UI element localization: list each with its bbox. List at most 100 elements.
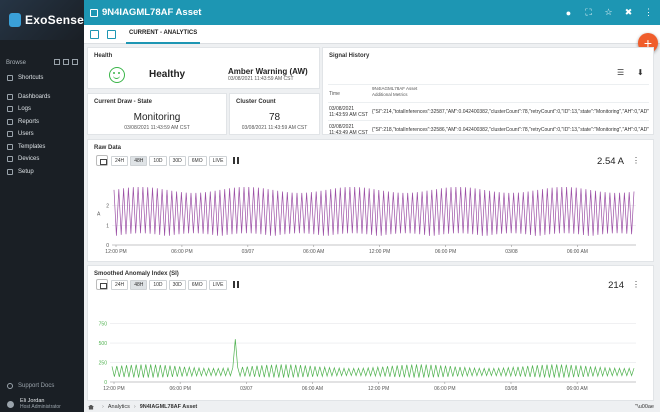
row-time: 03/08/2021 11:43:49 AM CST — [329, 124, 369, 135]
breadcrumb-right: "\u00ae — [635, 404, 654, 410]
sidebar: ExoSense Browse Shortcuts Dashboards Logs R… — [0, 0, 84, 412]
y-axis-label: A — [97, 212, 101, 218]
tools-icon[interactable]: ✖ — [624, 7, 633, 17]
range-button-10d[interactable]: 10D — [149, 155, 167, 166]
list-view-icon[interactable] — [63, 59, 69, 65]
tab-current-analytics[interactable]: CURRENT - ANALYTICS — [126, 25, 201, 44]
y-tick-label: 2 — [106, 204, 109, 210]
sidebar-item-setup[interactable]: Setup — [0, 166, 84, 179]
breadcrumb-analytics[interactable]: Analytics — [107, 404, 130, 410]
col-metrics: Additional Metrics — [372, 91, 408, 97]
calendar-icon[interactable] — [96, 155, 108, 166]
browse-header: Browse — [0, 56, 84, 70]
sidebar-item-label: Templates — [18, 143, 46, 150]
raw-title: Raw Data — [94, 145, 122, 151]
gear-icon — [7, 168, 13, 175]
fullscreen-icon[interactable]: ⛶ — [585, 7, 592, 17]
draw-value: Monitoring — [133, 112, 181, 123]
avatar-icon — [7, 400, 14, 408]
anomaly-index-card: Smoothed Anomaly Index (SI) 24H 48H 10D 30D… — [87, 265, 654, 401]
anom-more-icon[interactable]: ⋮ — [632, 280, 640, 289]
current-draw-card: Current Draw - State Monitoring 03/08/20… — [87, 93, 227, 135]
sidebar-item-logs[interactable]: Logs — [0, 103, 84, 116]
user-role: Host Administrator — [20, 404, 61, 410]
search-icon[interactable] — [72, 59, 78, 65]
x-tick-label: 12:00 PM — [105, 249, 126, 255]
raw-chart[interactable]: 0 1 2A 12:00 PM 06:00 PM 03/07 06:00 AM 12:00 P… — [88, 140, 655, 263]
raw-current-value: 2.54 A — [597, 156, 624, 167]
user-name: Eli Jordan — [20, 398, 45, 404]
range-button-live[interactable]: LIVE — [208, 155, 228, 166]
folder-icon[interactable] — [107, 29, 116, 39]
favorite-star-icon[interactable]: ☆ — [604, 7, 613, 17]
signal-history-card: Signal History ☰ ⬇ Time 9N4IAGML78AF Ass… — [322, 47, 654, 135]
sidebar-item-templates[interactable]: Templates — [0, 141, 84, 154]
hierarchy-icon[interactable] — [90, 29, 99, 39]
help-icon — [7, 383, 13, 389]
range-button-6mo[interactable]: 6MO — [187, 155, 207, 166]
sidebar-item-users[interactable]: Users — [0, 128, 84, 141]
dashboard-icon — [7, 93, 13, 100]
health-card: Health Healthy Amber Warning (AW) 03/08/… — [87, 47, 320, 89]
range-button-30d[interactable]: 30D — [168, 155, 186, 166]
range-button-24h[interactable]: 24H — [111, 279, 129, 290]
range-button-48h[interactable]: 48H — [130, 155, 148, 166]
x-tick-label: 03/07 — [242, 249, 255, 255]
x-tick-label: 06:00 PM — [434, 386, 455, 392]
x-tick-label: 12:00 PM — [369, 249, 390, 255]
sidebar-item-shortcuts[interactable]: Shortcuts — [0, 72, 84, 85]
range-button-30d[interactable]: 30D — [168, 279, 186, 290]
logs-icon — [7, 106, 13, 113]
series-line — [111, 339, 635, 378]
series-line — [113, 186, 635, 236]
sidebar-item-label: Users — [18, 131, 34, 138]
draw-title: Current Draw - State — [94, 99, 153, 105]
devices-icon — [7, 156, 13, 163]
reports-icon — [7, 118, 13, 125]
download-icon[interactable]: ⬇ — [637, 68, 644, 77]
anomaly-chart[interactable]: 0 250 500 750 12:00 PM 06:00 PM 03/07 06:00 AM 1… — [88, 266, 655, 402]
tab-bar: CURRENT - ANALYTICS — [84, 25, 660, 44]
user-menu[interactable]: Eli Jordan Host Administrator — [0, 396, 84, 412]
sidebar-item-devices[interactable]: Devices — [0, 153, 84, 166]
anom-title: Smoothed Anomaly Index (SI) — [94, 271, 179, 277]
home-icon[interactable] — [88, 404, 94, 410]
x-tick-label: 06:00 AM — [303, 249, 324, 255]
breadcrumb-current: 9N4IAGML78AF Asset — [139, 404, 198, 410]
exosense-logo-icon — [9, 13, 22, 27]
lock-icon[interactable]: ● — [565, 7, 572, 18]
logo[interactable]: ExoSense — [0, 0, 84, 40]
asset-icon — [90, 8, 98, 17]
sidebar-item-label: Logs — [18, 106, 32, 113]
support-docs-link[interactable]: Support Docs — [7, 383, 54, 389]
asset-title: 9N4IAGML78AF Asset — [102, 7, 202, 18]
more-vert-icon[interactable]: ⋮ — [644, 7, 653, 17]
pause-icon[interactable] — [233, 157, 240, 164]
y-tick-label: 250 — [99, 361, 108, 367]
x-tick-label: 12:00 PM — [103, 386, 124, 392]
range-button-live[interactable]: LIVE — [208, 279, 228, 290]
y-tick-label: 1 — [106, 223, 109, 229]
browse-label: Browse — [6, 60, 27, 66]
cluster-count-card: Cluster Count 78 03/08/2021 11:43:59 AM … — [229, 93, 320, 135]
count-timestamp: 03/08/2021 11:43:59 AM CST — [241, 125, 308, 131]
x-tick-label: 06:00 PM — [171, 249, 192, 255]
x-tick-label: 03/08 — [505, 249, 518, 255]
sidebar-item-dashboards[interactable]: Dashboards — [0, 91, 84, 104]
calendar-icon[interactable] — [96, 279, 108, 290]
range-button-24h[interactable]: 24H — [111, 155, 129, 166]
raw-more-icon[interactable]: ⋮ — [632, 156, 640, 165]
table-row[interactable]: 03/08/2021 11:43:59 AM CST {"SI":214,"to… — [328, 103, 649, 121]
filter-icon[interactable]: ☰ — [617, 68, 625, 77]
anom-range-toolbar: 24H 48H 10D 30D 6MO LIVE — [96, 279, 240, 290]
table-row[interactable]: 03/08/2021 11:43:49 AM CST {"SI":218,"to… — [328, 121, 649, 135]
row-value: {"SI":214,"totalInferences":32587,"AM":0… — [372, 109, 649, 115]
range-button-10d[interactable]: 10D — [149, 279, 167, 290]
grid-view-icon[interactable] — [54, 59, 60, 65]
users-icon — [7, 131, 13, 138]
sidebar-item-reports[interactable]: Reports — [0, 116, 84, 129]
range-button-48h[interactable]: 48H — [130, 279, 148, 290]
pause-icon[interactable] — [233, 281, 240, 288]
range-button-6mo[interactable]: 6MO — [187, 279, 207, 290]
